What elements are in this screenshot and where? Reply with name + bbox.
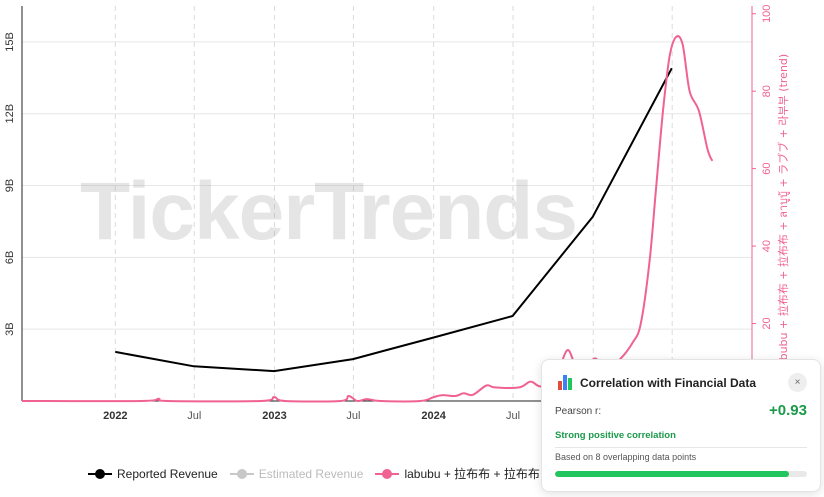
x-tick-label: Jul [346, 410, 360, 422]
y-left-tick-label: 3B [4, 322, 16, 335]
y-right-tick-label: 80 [761, 85, 773, 97]
card-title: Correlation with Financial Data [580, 376, 757, 390]
y-right-tick-label: 100 [761, 5, 773, 23]
x-tick-label: 2023 [262, 410, 286, 422]
watermark: TickerTrends [80, 166, 578, 257]
divider [555, 447, 807, 448]
y-left-tick-label: 15B [4, 32, 16, 52]
y-left-tick-label: 6B [4, 251, 16, 264]
y-right-axis-label: labubu + 拉布布 + 拉布布 + ลาบูบู้ + ラブブ + 라부부… [776, 54, 790, 370]
legend-label: Estimated Revenue [258, 466, 364, 481]
legend-marker-icon [229, 468, 254, 479]
legend-item-estimated-revenue[interactable]: Estimated Revenue [229, 466, 364, 481]
legend-item-reported-revenue[interactable]: Reported Revenue [88, 467, 218, 481]
y-left-tick-label: 9B [4, 179, 16, 192]
legend-marker-icon [88, 468, 112, 479]
y-right-tick-label: 60 [761, 163, 773, 175]
series-line-reported [115, 67, 673, 373]
correlation-progress-fill [555, 471, 790, 477]
correlation-strength: Strong positive correlation [555, 430, 676, 441]
legend-marker-icon [375, 468, 400, 479]
pearson-label: Pearson r: [555, 406, 602, 417]
correlation-card: Correlation with Financial Data × Pearso… [541, 359, 821, 492]
correlation-progress [555, 471, 807, 477]
pearson-value: +0.93 [769, 402, 807, 419]
x-tick-label: 2024 [421, 410, 446, 422]
series-line-labubu [21, 35, 714, 403]
legend-label: Reported Revenue [117, 466, 218, 481]
bar-chart-icon [557, 374, 573, 390]
legend-label: labubu + 拉布布 + 拉布布 [404, 467, 540, 481]
legend-item-search-trend[interactable]: labubu + 拉布布 + 拉布布 [375, 465, 540, 482]
x-tick-label: 2022 [103, 410, 127, 422]
chart-legend: Reported Revenue Estimated Revenue labub… [88, 465, 540, 482]
y-right-tick-label: 40 [761, 240, 773, 252]
x-tick-label: Jul [506, 410, 520, 422]
overlap-note: Based on 8 overlapping data points [555, 452, 697, 462]
y-right-tick-label: 20 [761, 317, 773, 329]
close-icon[interactable]: × [788, 373, 807, 392]
y-left-tick-label: 12B [4, 104, 16, 124]
x-tick-label: Jul [187, 410, 201, 422]
